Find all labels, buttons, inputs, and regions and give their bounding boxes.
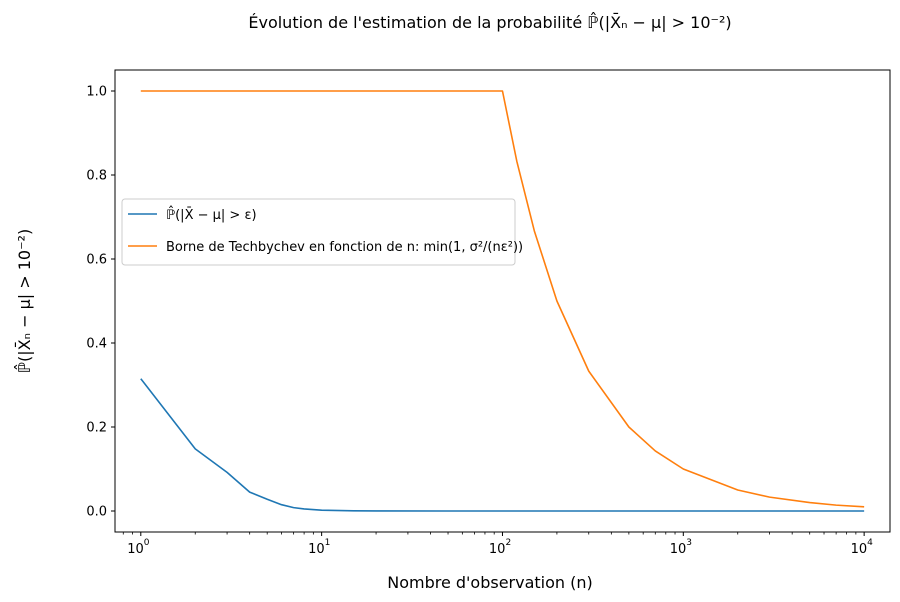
x-tick-label-exponent: 1	[325, 538, 331, 548]
x-axis-label: Nombre d'observation (n)	[387, 573, 593, 592]
legend: ℙ̂(|X̄ − μ| > ε) Borne de Techbychev en …	[122, 199, 523, 265]
x-tick-label-exponent: 0	[144, 538, 150, 548]
x-tick-label-exponent: 4	[867, 538, 873, 548]
y-tick-label: 0.4	[86, 337, 107, 352]
chart-title: Évolution de l'estimation de la probabil…	[248, 12, 731, 32]
x-tick-label: 10	[127, 542, 144, 557]
x-tick-label-exponent: 2	[505, 538, 511, 548]
x-tick-label-exponent: 3	[686, 538, 692, 548]
y-tick-label: 1.0	[86, 85, 107, 100]
legend-label-estimate: ℙ̂(|X̄ − μ| > ε)	[166, 206, 257, 223]
x-tick-label: 10	[489, 542, 506, 557]
legend-label-bound: Borne de Techbychev en fonction de n: mi…	[166, 240, 523, 255]
y-axis-label: ℙ̂(|X̄ₙ − μ| > 10⁻²)	[14, 229, 34, 373]
x-tick-label: 10	[851, 542, 868, 557]
x-tick-label: 10	[670, 542, 687, 557]
y-tick-label: 0.8	[86, 169, 107, 184]
y-tick-label: 0.2	[86, 421, 107, 436]
y-tick-label: 0.6	[86, 253, 107, 268]
x-tick-label: 10	[308, 542, 325, 557]
y-tick-label: 0.0	[86, 505, 107, 520]
